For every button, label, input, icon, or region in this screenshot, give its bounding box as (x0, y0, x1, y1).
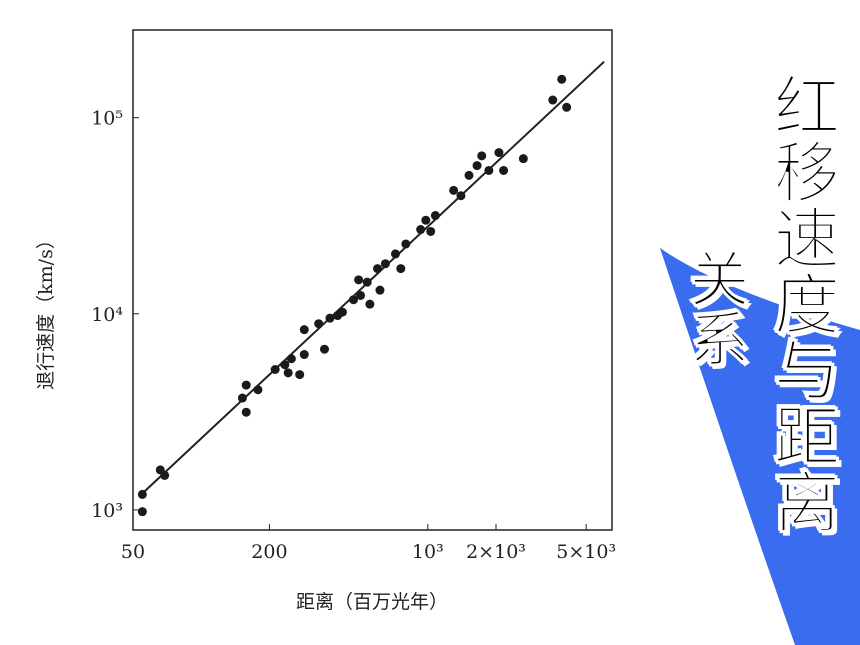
data-point (472, 161, 482, 171)
data-point (464, 170, 474, 180)
data-point (449, 185, 459, 195)
data-point (356, 290, 366, 300)
data-point (237, 393, 247, 403)
data-point (421, 215, 431, 225)
x-tick-label: 50 (121, 541, 145, 563)
data-point (426, 226, 436, 236)
data-point (401, 239, 411, 249)
data-point (562, 102, 572, 112)
slide-subtitle: 关系 (679, 248, 750, 369)
y-tick-label: 10³ (91, 500, 123, 522)
x-tick-label: 5×10³ (556, 541, 616, 563)
y-tick-label: 10⁵ (91, 108, 123, 130)
data-point (456, 191, 466, 201)
data-point (499, 165, 509, 175)
data-point (337, 307, 347, 317)
data-point (548, 95, 558, 105)
data-point (253, 385, 263, 395)
data-point (365, 299, 375, 309)
slide-title: 红移速度与距离 (763, 72, 841, 535)
data-point (375, 285, 385, 295)
x-tick-label: 2×10³ (466, 541, 526, 563)
y-tick-label: 10⁴ (91, 304, 123, 326)
data-point (270, 365, 280, 375)
data-point (477, 151, 487, 161)
data-point (286, 354, 296, 364)
decor-shape (660, 248, 860, 645)
x-tick-label: 200 (251, 541, 287, 563)
data-point (241, 407, 251, 417)
data-point (349, 295, 359, 305)
data-point (137, 507, 147, 517)
data-point (362, 277, 372, 287)
data-point (494, 148, 504, 158)
data-point (137, 489, 147, 499)
data-point (373, 264, 383, 274)
data-point (380, 259, 390, 269)
data-point (319, 344, 329, 354)
data-point (430, 211, 440, 221)
y-axis-title: 退行速度（km/s） (35, 230, 57, 390)
plot-frame (132, 29, 613, 531)
data-point (390, 249, 400, 259)
data-point (518, 154, 528, 164)
data-point (325, 313, 335, 323)
data-point (295, 370, 305, 380)
data-point (416, 225, 426, 235)
x-tick-label: 10³ (412, 541, 444, 563)
fit-line (139, 60, 605, 496)
data-point (299, 350, 309, 360)
data-point (241, 380, 251, 390)
data-point (557, 74, 567, 84)
x-axis-title: 距离（百万光年） (296, 591, 448, 613)
data-point (396, 264, 406, 274)
data-point (160, 470, 170, 480)
data-point (314, 319, 324, 329)
data-point (484, 165, 494, 175)
data-point (283, 368, 293, 378)
data-point (280, 360, 290, 370)
data-point (299, 325, 309, 335)
data-point (354, 275, 364, 285)
